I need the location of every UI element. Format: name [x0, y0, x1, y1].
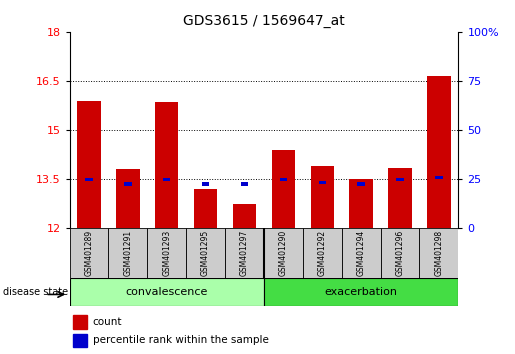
- Bar: [77, 101, 100, 228]
- Bar: [147, 228, 186, 278]
- Text: GSM401297: GSM401297: [240, 230, 249, 276]
- Text: GSM401296: GSM401296: [396, 230, 404, 276]
- Text: GSM401294: GSM401294: [357, 230, 366, 276]
- Bar: [116, 170, 140, 228]
- Bar: [388, 168, 411, 228]
- Bar: [311, 166, 334, 228]
- Bar: [241, 183, 248, 186]
- Bar: [225, 228, 264, 278]
- Bar: [342, 228, 381, 278]
- Bar: [435, 176, 442, 179]
- Text: GSM401292: GSM401292: [318, 230, 327, 276]
- Text: percentile rank within the sample: percentile rank within the sample: [93, 335, 269, 346]
- Bar: [264, 278, 458, 306]
- Bar: [155, 102, 178, 228]
- Bar: [163, 178, 170, 181]
- Bar: [350, 179, 373, 228]
- Text: GSM401298: GSM401298: [435, 230, 443, 276]
- Bar: [264, 228, 303, 278]
- Bar: [70, 278, 264, 306]
- Bar: [280, 178, 287, 181]
- Bar: [420, 228, 458, 278]
- Bar: [74, 334, 87, 347]
- Bar: [74, 315, 87, 329]
- Bar: [85, 178, 93, 181]
- Bar: [202, 183, 209, 186]
- Text: GSM401290: GSM401290: [279, 230, 288, 276]
- Text: convalescence: convalescence: [126, 287, 208, 297]
- Bar: [186, 228, 225, 278]
- Bar: [70, 228, 109, 278]
- Bar: [124, 183, 131, 186]
- Text: GSM401291: GSM401291: [124, 230, 132, 276]
- Bar: [233, 204, 256, 228]
- Bar: [319, 181, 326, 184]
- Bar: [303, 228, 342, 278]
- Text: GSM401293: GSM401293: [162, 230, 171, 276]
- Bar: [427, 76, 451, 228]
- Bar: [397, 178, 404, 181]
- Bar: [194, 189, 217, 228]
- Text: GSM401295: GSM401295: [201, 230, 210, 276]
- Title: GDS3615 / 1569647_at: GDS3615 / 1569647_at: [183, 14, 345, 28]
- Text: GSM401289: GSM401289: [84, 230, 93, 276]
- Bar: [272, 150, 295, 228]
- Bar: [381, 228, 419, 278]
- Text: exacerbation: exacerbation: [324, 287, 398, 297]
- Text: count: count: [93, 318, 123, 327]
- Text: disease state: disease state: [3, 287, 67, 297]
- Bar: [357, 183, 365, 186]
- Bar: [108, 228, 147, 278]
